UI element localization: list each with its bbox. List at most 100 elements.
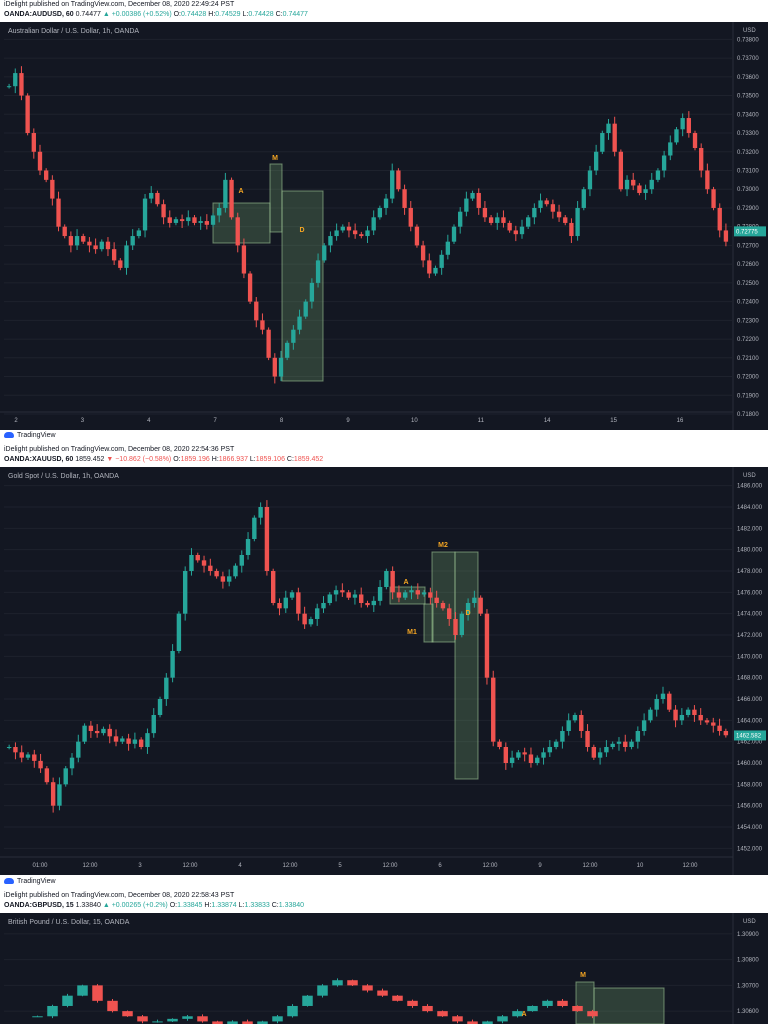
y-tick-label: 1460.000 [737,761,763,767]
candle-body [38,760,43,769]
candle-body [217,207,222,216]
last-price-tag [734,226,766,237]
y-tick-label: 0.73200 [737,150,759,156]
x-tick-label: 15 [610,418,617,424]
chart-xauusd[interactable]: USD 1486.000 1484.000 1482.000 1480.000 1478.… [0,467,768,875]
candle-body [635,731,641,742]
candle-body [204,221,209,225]
chart-panel-gbpusd[interactable]: USD 1.30900 1.30800 1.30700 1.30600 M A Britis… [0,913,768,1024]
candle-body [618,151,624,190]
currency-label: USD [743,473,756,479]
close: 1.33840 [278,902,305,909]
candle-body [519,226,525,235]
candle-body [226,576,232,582]
pattern-box [431,551,456,643]
candle-body [161,204,166,218]
low: 1.33833 [244,902,270,909]
candle-body [296,592,301,614]
symbol-line: OANDA:AUDUSD, 60 0.74477 ▲ +0.00386 (+0.… [4,11,308,18]
candle-body [136,230,142,237]
candle-body [465,603,471,614]
candle-body [74,236,80,246]
candle-body [176,613,182,651]
candle-body [569,222,574,237]
open: 0.74428 [181,11,207,18]
candle-body [149,192,154,199]
candle-body [111,249,117,261]
candle-body [467,1021,478,1024]
candle-body [451,226,457,242]
annotation-label: D [299,227,304,234]
annotation-label: A [238,188,243,195]
candle-body [631,179,636,186]
candle-body [482,207,488,218]
candle-body [130,236,135,246]
candle-body [547,747,553,753]
candle-body [137,1016,148,1022]
x-tick-label: 9 [346,418,350,424]
chart-panel-audusd[interactable]: USD 0.73800 0.73700 0.73600 0.73500 0.73400 0.… [0,22,768,430]
candle-body [563,217,568,223]
candle-body [264,507,270,571]
candle-body [257,1021,268,1024]
candle-body [447,608,452,619]
candle-body [597,752,603,758]
candle-body [365,230,370,237]
x-tick-label: 4 [147,418,151,424]
candle-body [407,1000,418,1006]
candle-body [283,597,288,609]
candle-body [660,693,666,699]
x-tick-label: 5 [338,863,342,869]
candle-body [151,715,156,734]
candle-body [291,329,296,343]
y-tick-label: 0.72200 [737,337,759,343]
candle-body [272,357,277,377]
candle-body [142,198,148,231]
candle-body [464,198,469,212]
candle-body [377,207,383,218]
candle-body [641,720,647,731]
candle-body [377,587,383,601]
candle-body [258,507,263,518]
candle-body [403,592,408,598]
candle-body [317,985,328,996]
candle-body [13,73,18,87]
candle-body [252,517,257,539]
candle-body [527,1005,538,1012]
x-tick-label: 6 [438,863,442,869]
candle-body [182,571,188,614]
candle-body [587,1011,598,1017]
candle-body [445,241,450,255]
candle-body [173,219,179,223]
candle-body [484,613,490,678]
y-tick-label: 1476.000 [737,590,763,596]
annotation-label: M2 [438,542,448,549]
candle-body [384,571,389,587]
candle-body [126,738,131,744]
chart-audusd[interactable]: USD 0.73800 0.73700 0.73600 0.73500 0.73400 0.… [0,22,768,430]
candle-body [538,200,543,208]
candle-body [439,254,444,268]
annotation-label: D [465,610,470,617]
annotation-label: A [521,1011,526,1018]
candle-body [152,1021,163,1023]
candle-body [322,245,327,261]
candle-body [63,768,68,785]
publish-line: iDelight published on TradingView.com, D… [4,446,235,453]
candle-body [472,597,477,603]
candle-body [277,603,282,609]
candle-body [346,592,351,598]
chart-gbpusd[interactable]: USD 1.30900 1.30800 1.30700 1.30600 M A [0,913,768,1024]
candle-body [371,600,376,606]
close: 0.74477 [282,11,308,18]
symbol: OANDA:XAUUSD, 60 [4,456,74,463]
candle-body [422,1005,433,1012]
candle-body [572,715,578,721]
candle-body [516,752,521,758]
candle-body [433,267,438,274]
candle-body [220,576,226,582]
chart-panel-xauusd[interactable]: USD 1486.000 1484.000 1482.000 1480.000 1478.… [0,467,768,875]
candle-body [501,217,506,223]
candle-body [186,217,191,222]
candle-body [347,980,358,986]
